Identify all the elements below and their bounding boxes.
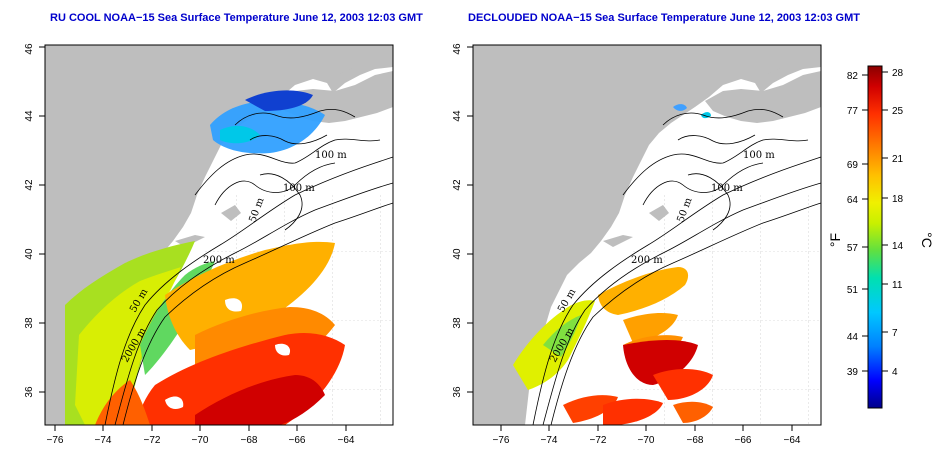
y-tick-label: 40: [452, 248, 463, 260]
celsius-tick: 14: [892, 241, 904, 252]
celsius-label: °C: [919, 232, 935, 248]
contour-label: 200 m: [203, 255, 235, 266]
y-tick-label: 36: [24, 386, 35, 398]
contour-label: 100 m: [283, 183, 315, 194]
celsius-tick: 4: [892, 367, 898, 378]
x-tick-label: −68: [241, 435, 258, 446]
x-tick-label: −74: [95, 435, 112, 446]
fahrenheit-tick: 82: [847, 71, 859, 82]
x-tick-label: −76: [47, 435, 64, 446]
x-tick-label: −72: [144, 435, 161, 446]
left-map-title: RU COOL NOAA−15 Sea Surface Temperature …: [50, 12, 423, 24]
x-tick-label: −76: [493, 435, 510, 446]
y-tick-label: 36: [452, 386, 463, 398]
contour-label: 200 m: [631, 255, 663, 266]
y-tick-label: 38: [24, 317, 35, 329]
x-tick-label: −70: [638, 435, 655, 446]
right-map-title: DECLOUDED NOAA−15 Sea Surface Temperatur…: [468, 12, 860, 24]
fahrenheit-tick: 69: [847, 160, 859, 171]
celsius-tick: 28: [892, 68, 904, 79]
left-map: 100 m 100 m 50 m 200 m 50 m 2000 m −76 −…: [24, 43, 394, 446]
sst-patches-right: [513, 104, 713, 425]
y-tick-label: 44: [452, 110, 463, 122]
y-tick-label: 40: [24, 248, 35, 260]
contour-label: 100 m: [743, 150, 775, 161]
celsius-tick: 21: [892, 154, 904, 165]
x-tick-label: −64: [784, 435, 801, 446]
right-map-frame: [472, 44, 822, 426]
y-tick-label: 46: [24, 43, 35, 55]
right-map: 100 m 100 m 50 m 200 m 50 m 2000 m −76 −…: [452, 43, 822, 446]
colorbar: 82 77 69 64 57 51 44 39 28 25 21 18 14 1…: [827, 65, 935, 409]
celsius-tick: 18: [892, 194, 904, 205]
y-tick-label: 42: [24, 179, 35, 191]
x-tick-label: −68: [687, 435, 704, 446]
x-tick-label: −74: [541, 435, 558, 446]
x-tick-label: −66: [735, 435, 752, 446]
y-tick-label: 44: [24, 110, 35, 122]
y-tick-label: 38: [452, 317, 463, 329]
fahrenheit-tick: 51: [847, 285, 859, 296]
sst-patches-left: [65, 90, 345, 425]
x-tick-label: −72: [590, 435, 607, 446]
fahrenheit-tick: 77: [847, 106, 859, 117]
fahrenheit-tick: 44: [847, 332, 859, 343]
x-tick-label: −66: [289, 435, 306, 446]
celsius-tick: 11: [892, 280, 903, 291]
contour-label: 100 m: [315, 150, 347, 161]
celsius-tick: 7: [892, 328, 898, 339]
y-tick-label: 46: [452, 43, 463, 55]
contour-label: 100 m: [711, 183, 743, 194]
fahrenheit-tick: 64: [847, 195, 859, 206]
fahrenheit-tick: 57: [847, 243, 859, 254]
colorbar-gradient: [867, 65, 883, 409]
fahrenheit-tick: 39: [847, 367, 859, 378]
left-map-frame: [44, 44, 394, 426]
y-tick-label: 42: [452, 179, 463, 191]
x-tick-label: −64: [338, 435, 355, 446]
celsius-tick: 25: [892, 106, 904, 117]
x-tick-label: −70: [192, 435, 209, 446]
fahrenheit-label: °F: [827, 233, 843, 247]
